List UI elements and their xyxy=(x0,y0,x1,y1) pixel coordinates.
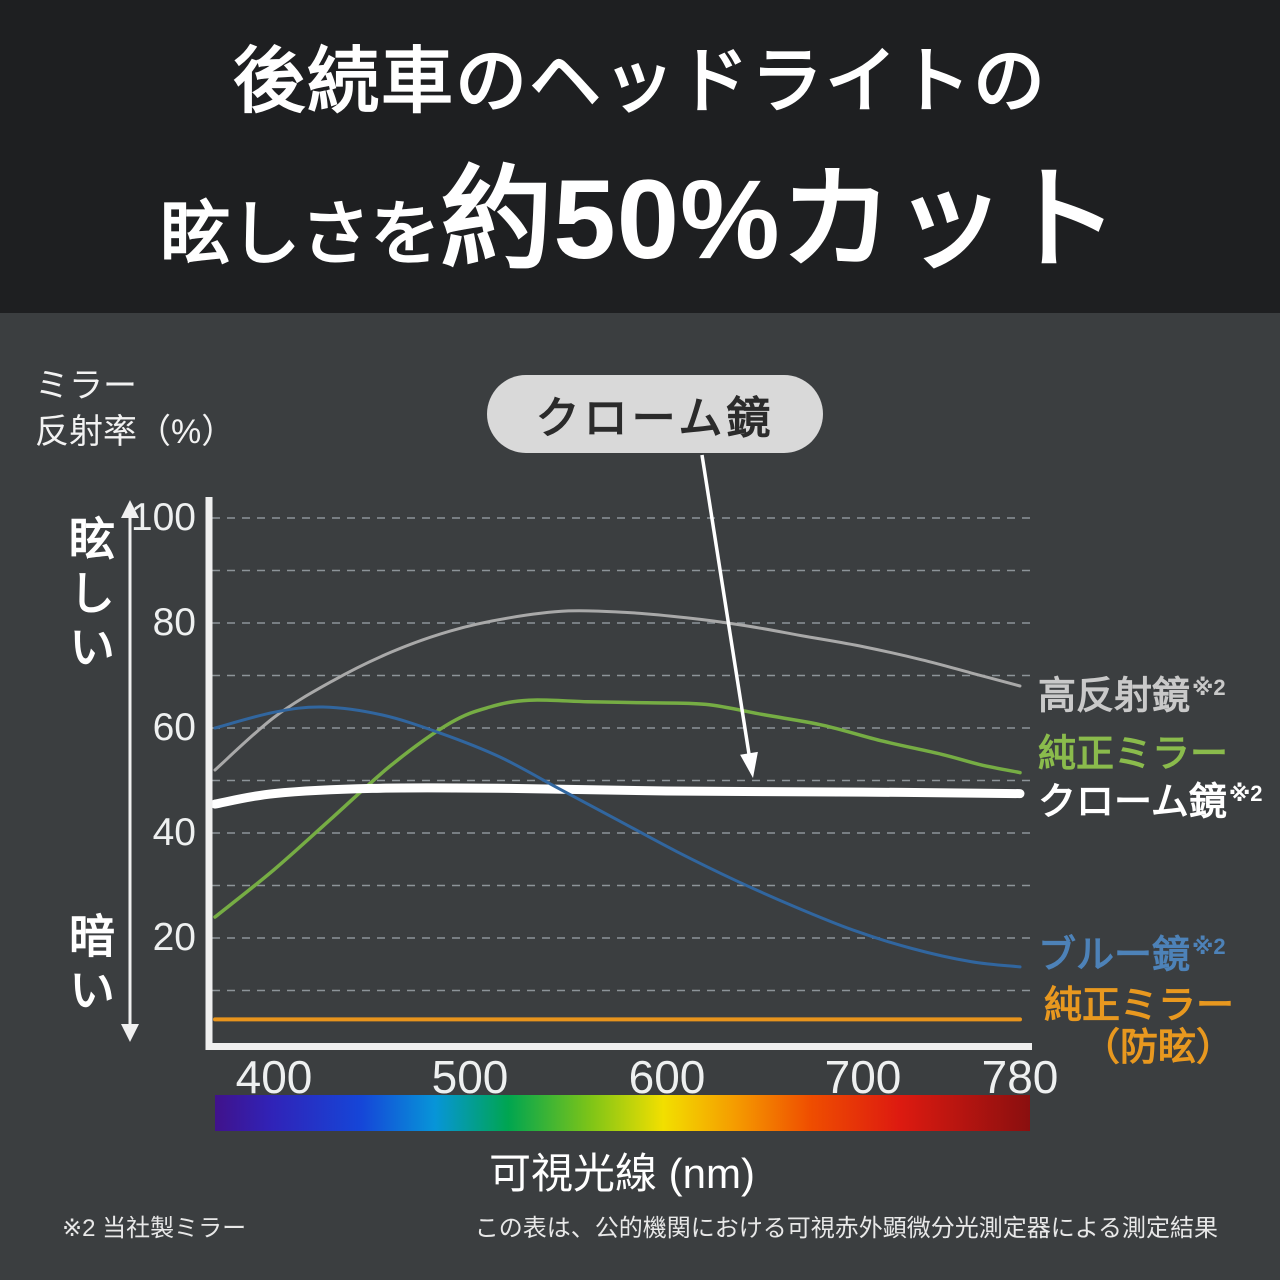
reflectance-chart xyxy=(121,454,1032,1050)
x-tick-780: 780 xyxy=(981,1051,1059,1103)
y-tick-80: 80 xyxy=(152,601,196,644)
y-tick-20: 20 xyxy=(152,916,196,959)
y-tick-40: 40 xyxy=(152,811,196,854)
chrome-mirror-callout: クローム鏡 xyxy=(487,375,823,453)
y-tick-100: 100 xyxy=(130,496,196,539)
series-label-chrome-text: クローム鏡 xyxy=(1038,781,1227,824)
series-label-blue: ブルー鏡※2 xyxy=(1038,924,1226,979)
y-axis-header-line1: ミラー xyxy=(35,367,137,405)
series-line-chrome xyxy=(210,783,1025,809)
x-tick-400: 400 xyxy=(235,1051,313,1103)
footnote-right: この表は、公的機関における可視赤外顕微分光測定器による測定結果 xyxy=(474,1215,1218,1242)
glare-label: 眩しい xyxy=(63,515,115,677)
series-label-oem-antiglare: 純正ミラー （防眩） xyxy=(1038,985,1234,1069)
headline-line2-emphasis: 約50%カット xyxy=(440,157,1120,282)
brightness-scale-arrow xyxy=(121,500,139,1042)
x-tick-700: 700 xyxy=(824,1051,902,1103)
arrow-down-icon xyxy=(121,1024,139,1042)
series-label-oem-text: 純正ミラー xyxy=(1038,733,1229,776)
x-tick-500: 500 xyxy=(431,1051,509,1103)
series-line-high-reflection xyxy=(213,609,1022,772)
chrome-mirror-callout-label: クローム鏡 xyxy=(535,394,775,443)
series-lines-group xyxy=(210,609,1025,1022)
chart-section: ミラー 反射率（%） クローム鏡 眩しい 暗い 100 80 60 40 20 … xyxy=(0,313,1280,1280)
footnote-left: ※2 当社製ミラー xyxy=(62,1215,247,1242)
headline-line2-prefix: 眩しさを xyxy=(160,195,441,273)
headline-line2: 眩しさを 約50%カット xyxy=(160,129,1119,291)
series-label-oem-antiglare-line2: （防眩） xyxy=(1081,1027,1234,1069)
series-line-blue xyxy=(213,705,1022,969)
arrowhead-icon xyxy=(740,751,758,778)
dark-label: 暗い xyxy=(63,912,115,1020)
headline-banner: 後続車のヘッドライトの 眩しさを 約50%カット xyxy=(0,0,1280,313)
y-axis-header-line2: 反射率（%） xyxy=(35,413,236,451)
gridlines-group xyxy=(212,517,1030,992)
x-tick-600: 600 xyxy=(628,1051,706,1103)
footnote-marker: ※2 xyxy=(1228,781,1263,806)
series-label-high-reflection-text: 高反射鏡 xyxy=(1038,675,1191,718)
headline-line1: 後続車のヘッドライトの xyxy=(232,42,1047,122)
footnote-marker: ※2 xyxy=(1192,934,1226,959)
series-label-oem: 純正ミラー xyxy=(1038,723,1230,778)
callout-arrow xyxy=(700,454,758,778)
arrow-up-icon xyxy=(121,500,139,518)
y-axis-header: ミラー 反射率（%） xyxy=(35,363,235,455)
x-axis-label: 可視光線 (nm) xyxy=(489,1150,755,1197)
series-line-oem xyxy=(213,698,1022,919)
series-label-high-reflection: 高反射鏡※2 xyxy=(1038,665,1226,720)
series-label-oem-antiglare-line1: 純正ミラー xyxy=(1043,985,1234,1027)
series-label-chrome: クローム鏡※2 xyxy=(1038,771,1263,826)
footnote-marker: ※2 xyxy=(1192,675,1226,700)
series-label-blue-text: ブルー鏡 xyxy=(1038,934,1191,977)
y-tick-60: 60 xyxy=(152,706,196,749)
spectrum-bar xyxy=(215,1095,1030,1131)
